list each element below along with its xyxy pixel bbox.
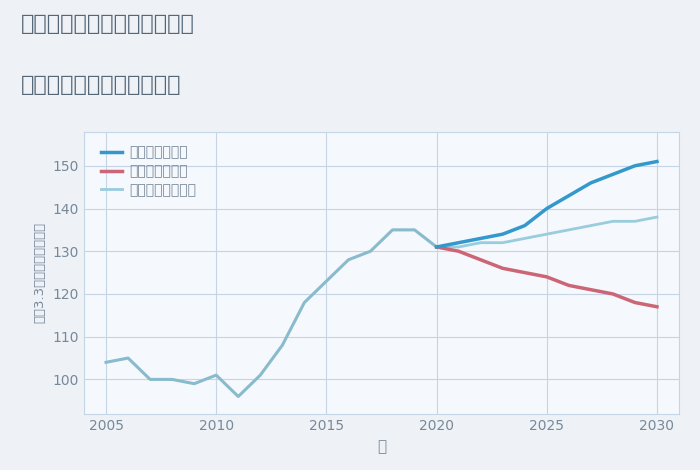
バッドシナリオ <box>653 304 662 310</box>
ノーマルシナリオ <box>477 240 485 245</box>
グッドシナリオ <box>454 240 463 245</box>
Legend: グッドシナリオ, バッドシナリオ, ノーマルシナリオ: グッドシナリオ, バッドシナリオ, ノーマルシナリオ <box>97 141 200 202</box>
グッドシナリオ <box>477 235 485 241</box>
ノーマルシナリオ <box>653 214 662 220</box>
グッドシナリオ <box>542 206 551 212</box>
バッドシナリオ <box>565 282 573 288</box>
グッドシナリオ <box>631 163 639 169</box>
バッドシナリオ <box>454 249 463 254</box>
バッドシナリオ <box>433 244 441 250</box>
Line: ノーマルシナリオ: ノーマルシナリオ <box>437 217 657 247</box>
Line: グッドシナリオ: グッドシナリオ <box>437 162 657 247</box>
Line: バッドシナリオ: バッドシナリオ <box>437 247 657 307</box>
バッドシナリオ <box>477 257 485 263</box>
バッドシナリオ <box>631 300 639 306</box>
グッドシナリオ <box>433 244 441 250</box>
グッドシナリオ <box>521 223 529 228</box>
ノーマルシナリオ <box>542 231 551 237</box>
ノーマルシナリオ <box>587 223 595 228</box>
X-axis label: 年: 年 <box>377 439 386 454</box>
ノーマルシナリオ <box>565 227 573 233</box>
グッドシナリオ <box>609 172 617 177</box>
グッドシナリオ <box>653 159 662 164</box>
Text: 中古マンションの価格推移: 中古マンションの価格推移 <box>21 75 181 95</box>
Text: 兵庫県神戸市兵庫区羽坂通の: 兵庫県神戸市兵庫区羽坂通の <box>21 14 195 34</box>
グッドシナリオ <box>565 193 573 198</box>
ノーマルシナリオ <box>609 219 617 224</box>
バッドシナリオ <box>609 291 617 297</box>
バッドシナリオ <box>498 266 507 271</box>
バッドシナリオ <box>542 274 551 280</box>
グッドシナリオ <box>498 231 507 237</box>
グッドシナリオ <box>587 180 595 186</box>
Y-axis label: 坪（3.3㎡）単価（万円）: 坪（3.3㎡）単価（万円） <box>34 222 46 323</box>
ノーマルシナリオ <box>454 244 463 250</box>
バッドシナリオ <box>521 270 529 275</box>
ノーマルシナリオ <box>498 240 507 245</box>
ノーマルシナリオ <box>521 235 529 241</box>
ノーマルシナリオ <box>631 219 639 224</box>
バッドシナリオ <box>587 287 595 292</box>
ノーマルシナリオ <box>433 244 441 250</box>
